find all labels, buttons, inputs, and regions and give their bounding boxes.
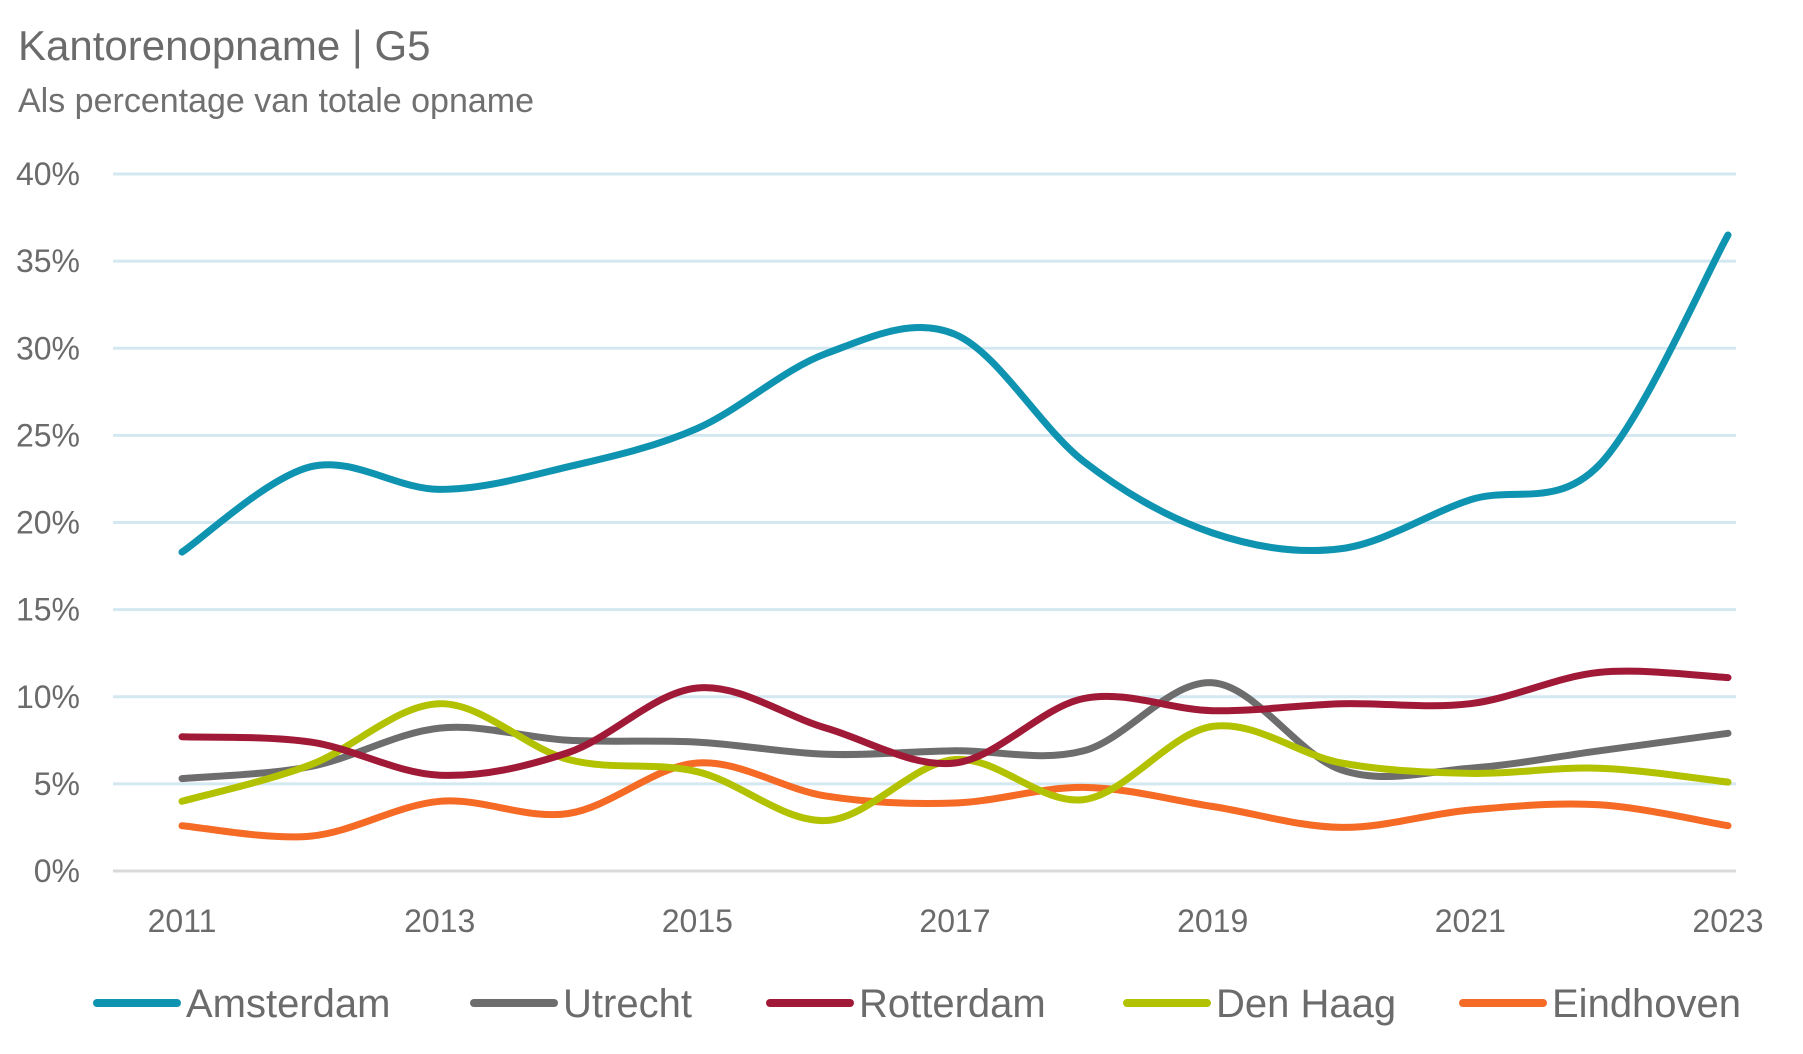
y-tick-label: 30%: [16, 330, 80, 366]
y-tick-label: 10%: [16, 679, 80, 715]
y-tick-label: 15%: [16, 592, 80, 628]
y-tick-label: 0%: [34, 853, 80, 889]
x-tick-label: 2013: [404, 903, 475, 939]
x-tick-label: 2017: [919, 903, 990, 939]
y-tick-label: 20%: [16, 505, 80, 541]
series-lines: [178, 231, 1732, 841]
legend-label: Den Haag: [1216, 982, 1396, 1026]
x-tick-label: 2019: [1177, 903, 1248, 939]
series-line-amsterdam: [178, 231, 1732, 556]
legend-label: Rotterdam: [859, 982, 1046, 1026]
x-tick-label: 2023: [1692, 903, 1763, 939]
x-tick-label: 2011: [148, 903, 217, 939]
legend-label: Utrecht: [563, 982, 692, 1026]
series-line-rotterdam: [178, 667, 1732, 779]
y-tick-label: 35%: [16, 243, 80, 279]
series-line-utrecht: [178, 679, 1732, 783]
chart-subtitle: Als percentage van totale opname: [18, 82, 535, 120]
series-line-eindhoven: [178, 759, 1732, 841]
x-tick-label: 2021: [1435, 903, 1506, 939]
y-tick-label: 5%: [34, 766, 80, 802]
y-tick-label: 40%: [16, 156, 80, 192]
legend-label: Amsterdam: [186, 982, 391, 1026]
chart-title: Kantorenopname | G5: [18, 22, 431, 69]
x-tick-label: 2015: [662, 903, 733, 939]
y-axis-ticks: 0% 5% 10% 15% 20% 25% 30% 35% 40%: [16, 156, 80, 889]
legend: Amsterdam Utrecht Rotterdam Den Haag Eindhov…: [93, 982, 1741, 1026]
y-tick-label: 25%: [16, 417, 80, 453]
x-axis-ticks: 2011 2013 2015 2017 2019 2021 2023: [148, 903, 1764, 939]
gridlines: [113, 172, 1736, 786]
legend-label: Eindhoven: [1552, 982, 1741, 1026]
